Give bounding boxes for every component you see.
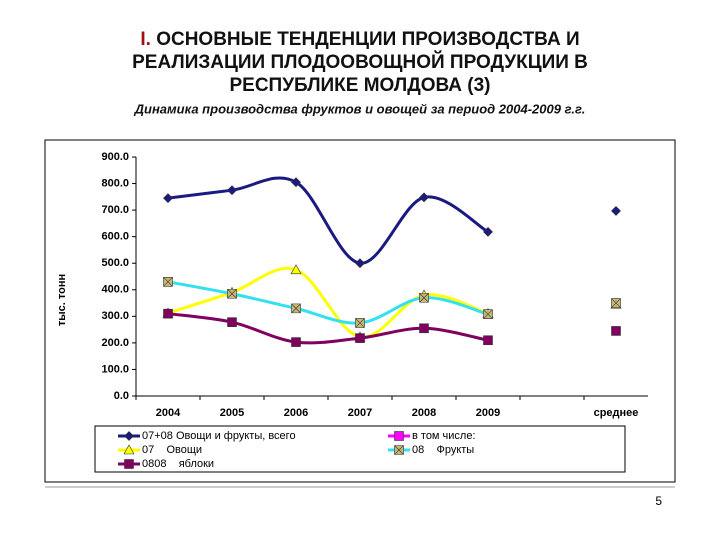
legend-label: 07+08 Овощи и фрукты, всего — [142, 430, 296, 442]
title-line: РЕСПУБЛИКЕ МОЛДОВА (3) — [229, 75, 490, 96]
x-tick-label: 2004 — [156, 407, 181, 419]
marker — [227, 288, 237, 299]
series-line — [167, 280, 489, 325]
x-tick-label: 2005 — [220, 407, 244, 419]
y-tick-label: 0.0 — [114, 390, 129, 402]
x-tick-label: 2009 — [476, 407, 500, 419]
marker — [124, 431, 134, 441]
x-tick-label: среднее — [594, 407, 639, 419]
marker — [291, 337, 301, 347]
title-number: I. — [140, 29, 151, 50]
legend-label: 07 Овощи — [142, 444, 202, 456]
marker — [483, 309, 493, 320]
marker — [483, 335, 493, 346]
marker — [291, 303, 301, 314]
series-line — [167, 312, 489, 345]
legend — [94, 425, 626, 473]
marker — [611, 298, 621, 308]
marker — [355, 258, 365, 269]
title-line: РЕАЛИЗАЦИИ ПЛОДООВОЩНОЙ ПРОДУКЦИИ В — [132, 51, 588, 73]
y-tick-label: 600.0 — [101, 231, 129, 243]
y-tick-label: 400.0 — [101, 284, 129, 296]
x-tick-label: 2008 — [412, 407, 436, 419]
marker — [290, 264, 302, 275]
marker — [291, 177, 301, 188]
y-tick-label: 900.0 — [101, 151, 129, 163]
marker — [163, 277, 173, 287]
marker — [355, 333, 365, 343]
marker — [419, 292, 429, 303]
marker — [483, 226, 493, 237]
marker — [611, 205, 621, 216]
slide-title: I. ОСНОВНЫЕ ТЕНДЕНЦИИ ПРОИЗВОДСТВА И — [140, 29, 579, 50]
marker — [419, 192, 429, 203]
marker — [419, 323, 429, 334]
page-number: 5 — [655, 494, 662, 508]
x-tick-label: 2006 — [284, 407, 308, 419]
marker — [611, 326, 621, 336]
marker — [394, 431, 404, 441]
marker — [227, 317, 237, 327]
chart-frame — [44, 139, 676, 483]
marker — [163, 193, 173, 204]
y-tick-label: 500.0 — [101, 257, 129, 269]
legend-label: 08 Фрукты — [412, 444, 474, 456]
marker — [124, 459, 134, 469]
chart-subtitle: Динамика производства фруктов и овощей з… — [134, 101, 586, 116]
marker — [355, 318, 365, 328]
y-axis-label: тыс. тонн — [56, 274, 68, 326]
y-tick-label: 700.0 — [101, 204, 129, 216]
marker — [163, 308, 173, 319]
title-line: ОСНОВНЫЕ ТЕНДЕНЦИИ ПРОИЗВОДСТВА И — [156, 29, 579, 50]
y-tick-label: 800.0 — [101, 177, 129, 189]
legend-label: 0808 яблоки — [142, 458, 214, 470]
marker — [394, 445, 404, 455]
marker — [227, 185, 237, 196]
x-tick-label: 2007 — [348, 407, 372, 419]
y-tick-label: 200.0 — [101, 337, 129, 349]
legend-label: в том числе: — [412, 430, 476, 442]
y-tick-label: 300.0 — [101, 310, 129, 322]
marker — [123, 444, 135, 455]
y-tick-label: 100.0 — [101, 363, 129, 375]
